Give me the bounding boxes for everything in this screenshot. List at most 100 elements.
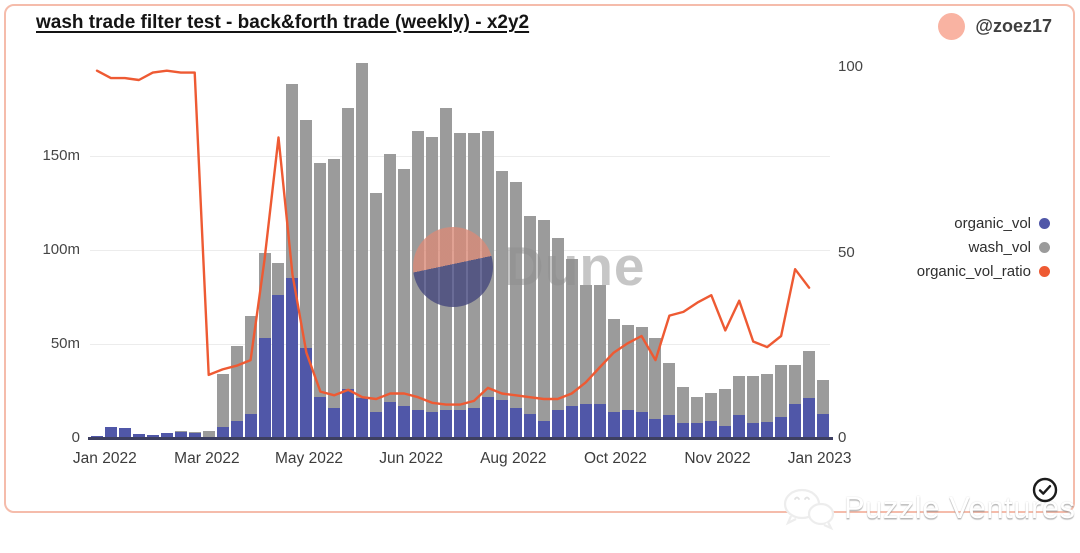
organic-vol-segment xyxy=(635,411,648,438)
organic-vol-segment xyxy=(370,411,383,438)
check-badge[interactable] xyxy=(1031,476,1059,509)
wash-vol-segment xyxy=(789,364,802,405)
wash-vol-segment xyxy=(202,431,215,437)
bar-week-2022-04-24[interactable] xyxy=(314,163,327,438)
bar-week-2022-10-16[interactable] xyxy=(663,362,676,438)
right-axis-tick: 100 xyxy=(838,58,864,75)
bar-week-2022-12-18[interactable] xyxy=(789,364,802,438)
ratio-line xyxy=(95,69,811,406)
bar-week-2022-01-09[interactable] xyxy=(104,426,117,438)
organic-vol-segment xyxy=(817,413,830,438)
bar-week-2022-06-05[interactable] xyxy=(398,168,411,438)
left-axis-tick: 0 xyxy=(71,429,80,446)
bar-week-2022-09-04[interactable] xyxy=(579,285,592,438)
bar-week-2022-10-30[interactable] xyxy=(691,396,704,438)
x-axis-tick: Mar 2022 xyxy=(174,450,240,467)
bar-week-2022-12-25[interactable] xyxy=(803,351,816,438)
bar-week-2022-01-16[interactable] xyxy=(118,427,131,438)
wash-vol-segment xyxy=(663,362,676,416)
organic-vol-segment xyxy=(244,413,257,438)
x-axis-tick: Nov 2022 xyxy=(684,450,751,467)
bar-week-2022-08-07[interactable] xyxy=(523,215,536,438)
bar-week-2022-12-04[interactable] xyxy=(761,373,774,438)
bar-week-2022-10-02[interactable] xyxy=(635,326,648,438)
bar-week-2022-02-13[interactable] xyxy=(174,431,187,438)
wash-vol-segment xyxy=(300,119,313,348)
organic-vol-segment xyxy=(509,407,522,438)
organic-vol-segment xyxy=(565,405,578,438)
organic-vol-segment xyxy=(775,417,788,438)
wash-vol-segment xyxy=(579,285,592,405)
organic-vol-segment xyxy=(733,415,746,438)
wash-vol-segment xyxy=(509,181,522,408)
bar-week-2022-10-23[interactable] xyxy=(677,387,690,438)
organic-vol-segment xyxy=(789,404,802,438)
organic-vol-segment xyxy=(607,411,620,438)
wash-vol-segment xyxy=(677,387,690,423)
bar-week-2022-02-06[interactable] xyxy=(160,433,173,438)
organic-vol-segment xyxy=(467,407,480,438)
legend-item-organic_vol_ratio[interactable]: organic_vol_ratio xyxy=(917,263,1050,280)
organic-vol-segment xyxy=(579,404,592,438)
legend-item-wash_vol[interactable]: wash_vol xyxy=(968,239,1050,256)
bar-week-2022-11-20[interactable] xyxy=(733,375,746,438)
legend-label: wash_vol xyxy=(968,239,1031,256)
bar-week-2022-01-23[interactable] xyxy=(132,434,145,438)
organic-vol-segment xyxy=(691,422,704,438)
x-axis-tick: Jan 2023 xyxy=(787,450,852,467)
legend-dot-icon xyxy=(1039,242,1050,253)
organic-vol-segment xyxy=(118,428,131,438)
bar-week-2022-03-06[interactable] xyxy=(216,373,229,438)
wash-vol-segment xyxy=(551,238,564,410)
bar-week-2022-07-24[interactable] xyxy=(495,170,508,438)
bar-week-2022-11-13[interactable] xyxy=(719,389,732,438)
bar-week-2022-04-03[interactable] xyxy=(272,262,285,438)
wash-vol-segment xyxy=(342,108,355,390)
bar-week-2022-08-28[interactable] xyxy=(565,259,578,438)
bar-week-2022-08-21[interactable] xyxy=(551,238,564,438)
legend-item-organic_vol[interactable]: organic_vol xyxy=(954,215,1050,232)
bar-week-2022-02-20[interactable] xyxy=(188,432,201,438)
x-axis-line xyxy=(88,437,833,440)
bar-week-2022-07-31[interactable] xyxy=(509,181,522,438)
right-axis-tick: 0 xyxy=(838,429,847,446)
bar-week-2022-09-11[interactable] xyxy=(593,285,606,438)
left-axis-tick: 150m xyxy=(42,146,80,164)
bar-week-2022-04-17[interactable] xyxy=(300,119,313,438)
wash-vol-segment xyxy=(817,379,830,414)
bar-week-2023-01-01[interactable] xyxy=(817,379,830,438)
bar-week-2022-05-08[interactable] xyxy=(342,108,355,438)
organic-vol-segment xyxy=(104,427,117,438)
wash-vol-segment xyxy=(719,389,732,426)
bar-week-2022-05-22[interactable] xyxy=(370,193,383,438)
bar-week-2022-05-15[interactable] xyxy=(356,63,369,438)
bar-week-2022-11-06[interactable] xyxy=(705,392,718,438)
bar-week-2022-10-09[interactable] xyxy=(649,338,662,438)
wash-vol-segment xyxy=(747,375,760,423)
organic-vol-segment xyxy=(551,409,564,438)
x-axis-tick: Jan 2022 xyxy=(72,450,137,467)
bar-week-2022-08-14[interactable] xyxy=(537,219,550,438)
bar-week-2022-09-18[interactable] xyxy=(607,319,620,438)
account-badge[interactable]: @zoez17 xyxy=(938,13,1052,40)
wash-vol-segment xyxy=(286,84,299,278)
organic-vol-segment xyxy=(314,396,327,438)
x-axis-tick: Jun 2022 xyxy=(379,450,444,467)
organic-vol-segment xyxy=(649,419,662,438)
bar-week-2022-11-27[interactable] xyxy=(747,375,760,438)
bar-week-2022-01-30[interactable] xyxy=(146,435,159,438)
wash-vol-segment xyxy=(803,351,816,399)
bar-week-2022-04-10[interactable] xyxy=(286,84,299,438)
bar-week-2022-05-01[interactable] xyxy=(328,159,341,438)
organic-vol-segment xyxy=(300,347,313,438)
wash-vol-segment xyxy=(607,319,620,412)
bar-week-2022-05-29[interactable] xyxy=(384,153,397,438)
wash-vol-segment xyxy=(565,259,578,406)
organic-vol-segment xyxy=(146,435,159,438)
bar-week-2022-12-11[interactable] xyxy=(775,364,788,438)
wash-vol-segment xyxy=(705,392,718,422)
organic-vol-segment xyxy=(188,432,201,438)
wash-vol-segment xyxy=(593,285,606,405)
right-axis-tick: 50 xyxy=(838,243,855,261)
